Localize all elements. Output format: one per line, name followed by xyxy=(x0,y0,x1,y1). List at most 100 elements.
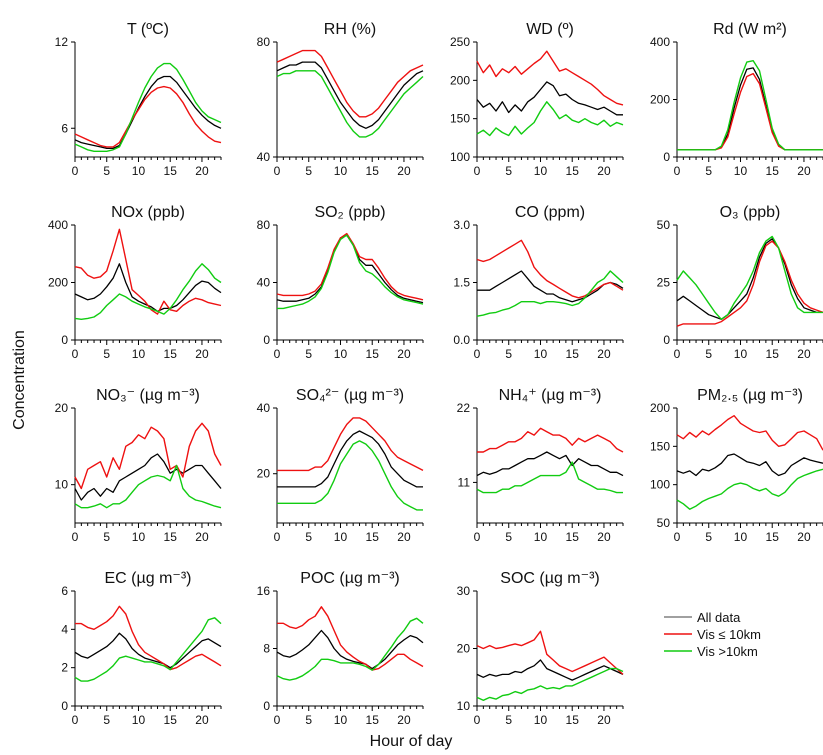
series-line-2 xyxy=(276,232,424,301)
y-tick-label: 0 xyxy=(663,150,670,164)
series-line-1 xyxy=(74,75,222,150)
x-tick-label: 15 xyxy=(366,164,380,178)
legend: All data Vis ≤ 10km Vis >10km xyxy=(664,610,761,659)
x-tick-label: 0 xyxy=(72,530,79,544)
series-line-1 xyxy=(276,234,424,304)
y-tick-label: 40 xyxy=(257,150,271,164)
series-line-3 xyxy=(74,464,222,509)
x-tick-label: 15 xyxy=(366,713,380,727)
x-tick-label: 10 xyxy=(334,164,348,178)
x-tick-label: 0 xyxy=(274,164,281,178)
series-line-2 xyxy=(74,422,222,490)
panel-title: NOx (ppb) xyxy=(111,204,185,221)
panel-title: O₃ (ppb) xyxy=(720,204,781,221)
y-tick-label: 250 xyxy=(450,35,470,49)
x-tick-label: 20 xyxy=(195,713,209,727)
panel-15: SOC (µg m⁻³) 10 20 30 0 5 10 15 20 xyxy=(457,570,624,727)
series-line-3 xyxy=(74,617,222,682)
x-tick-label: 0 xyxy=(72,347,79,361)
x-tick-label: 20 xyxy=(597,713,611,727)
y-tick-label: 4 xyxy=(61,622,68,636)
x-tick-label: 5 xyxy=(705,347,712,361)
series-line-2 xyxy=(277,417,424,472)
series-line-1 xyxy=(676,453,823,477)
series-line-1 xyxy=(476,81,623,116)
series-line-2 xyxy=(74,228,222,315)
x-tick-label: 0 xyxy=(674,347,681,361)
panel-2: RH (%) 40 80 0 5 10 15 20 xyxy=(257,21,424,178)
panel-title: T (ºC) xyxy=(127,21,169,38)
panel-title: WD (º) xyxy=(526,21,574,38)
y-tick-label: 6 xyxy=(61,121,68,135)
x-tick-label: 15 xyxy=(566,713,580,727)
x-tick-label: 5 xyxy=(103,347,110,361)
y-tick-label: 40 xyxy=(257,401,271,415)
panel-title: RH (%) xyxy=(324,21,376,38)
series-line-2 xyxy=(676,415,823,451)
y-tick-label: 400 xyxy=(48,218,68,232)
series-line-2 xyxy=(476,630,624,675)
x-tick-label: 5 xyxy=(305,530,312,544)
y-tick-label: 16 xyxy=(257,584,271,598)
series-line-3 xyxy=(476,101,624,137)
y-tick-label: 22 xyxy=(457,401,471,415)
series-line-3 xyxy=(277,234,424,310)
x-tick-label: 0 xyxy=(674,164,681,178)
y-tick-label: 50 xyxy=(657,516,671,530)
series-line-3 xyxy=(676,235,823,320)
panel-3: WD (º) 100 150 200 250 0 5 10 15 20 xyxy=(450,21,624,178)
y-tick-label: 1.5 xyxy=(453,276,470,290)
series-line-1 xyxy=(476,659,624,681)
series-line-3 xyxy=(676,468,823,510)
y-tick-label: 6 xyxy=(61,584,68,598)
series-line-3 xyxy=(74,62,222,153)
x-tick-label: 0 xyxy=(674,530,681,544)
series-line-3 xyxy=(74,263,222,320)
series-line-3 xyxy=(476,270,624,317)
x-tick-label: 10 xyxy=(734,164,748,178)
x-tick-label: 10 xyxy=(534,530,548,544)
x-tick-label: 10 xyxy=(534,347,548,361)
y-tick-label: 11 xyxy=(458,475,471,489)
x-tick-label: 0 xyxy=(474,713,481,727)
x-tick-label: 15 xyxy=(366,347,380,361)
series-line-1 xyxy=(277,430,423,488)
x-tick-label: 0 xyxy=(474,347,481,361)
x-tick-label: 5 xyxy=(103,530,110,544)
y-tick-label: 10 xyxy=(55,478,69,492)
series-line-3 xyxy=(476,667,624,701)
y-tick-label: 20 xyxy=(257,467,271,481)
x-tick-label: 5 xyxy=(305,347,312,361)
series-line-2 xyxy=(476,50,624,106)
y-tick-label: 200 xyxy=(48,276,68,290)
series-line-3 xyxy=(276,70,424,138)
x-tick-label: 20 xyxy=(797,164,811,178)
x-tick-label: 20 xyxy=(397,530,411,544)
x-tick-label: 10 xyxy=(534,713,548,727)
legend-label-3: Vis >10km xyxy=(697,644,758,659)
y-tick-label: 0 xyxy=(663,333,670,347)
x-tick-label: 15 xyxy=(164,530,178,544)
x-tick-label: 20 xyxy=(397,164,411,178)
panel-title: CO (ppm) xyxy=(515,204,585,221)
y-tick-label: 0 xyxy=(61,333,68,347)
x-tick-label: 20 xyxy=(195,530,209,544)
y-tick-label: 8 xyxy=(263,642,270,656)
series-line-1 xyxy=(477,270,624,303)
x-tick-label: 15 xyxy=(164,347,178,361)
panel-12: PM₂.₅ (µg m⁻³) 50 100 150 200 0 5 10 15 20 xyxy=(650,387,823,544)
series-line-1 xyxy=(276,61,424,129)
x-tick-label: 15 xyxy=(766,347,780,361)
x-tick-label: 5 xyxy=(705,164,712,178)
x-tick-label: 0 xyxy=(72,164,79,178)
y-tick-label: 3.0 xyxy=(453,218,470,232)
y-tick-label: 50 xyxy=(657,218,671,232)
series-line-1 xyxy=(74,453,222,501)
series-line-3 xyxy=(276,617,424,681)
panel-1: T (ºC) 6 12 0 5 10 15 20 xyxy=(55,21,222,178)
panel-title: NH₄⁺ (µg m⁻³) xyxy=(499,387,602,404)
panel-10: SO₄²⁻ (µg m⁻³) 20 40 0 5 10 15 20 xyxy=(257,387,424,544)
series-line-2 xyxy=(477,427,624,453)
y-tick-label: 150 xyxy=(450,112,470,126)
